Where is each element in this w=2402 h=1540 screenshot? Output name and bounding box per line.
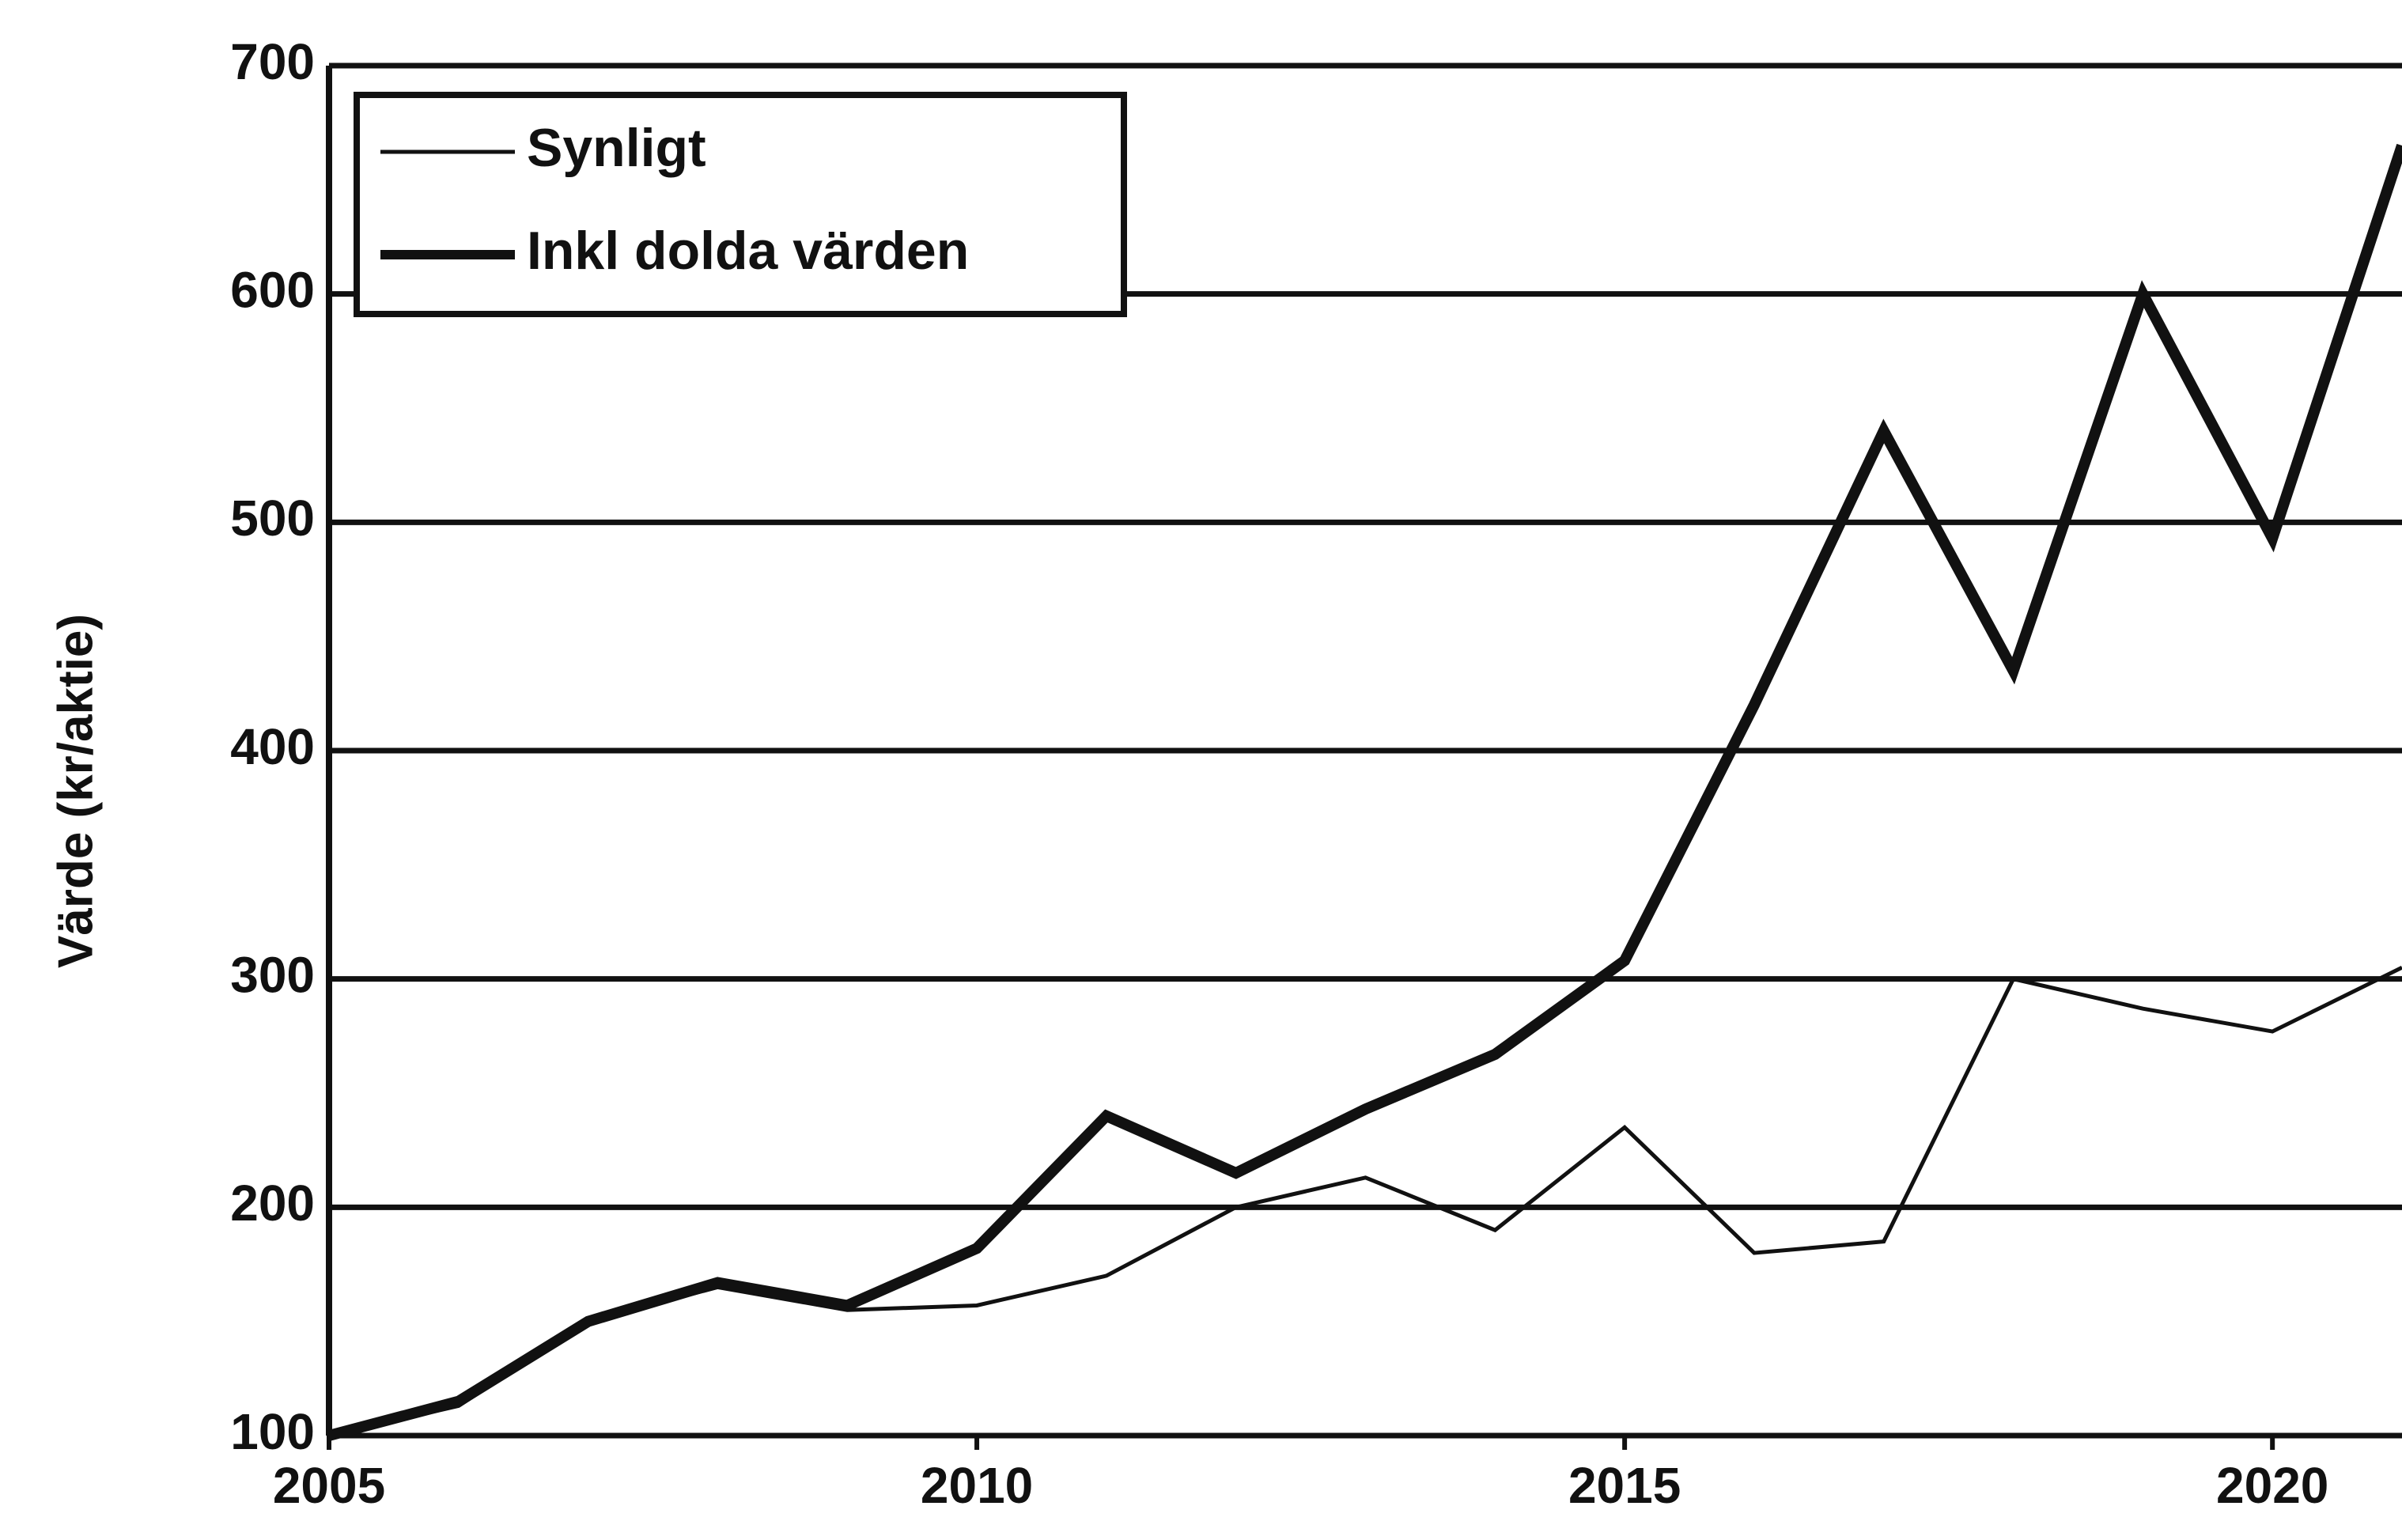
x-tick-label: 2020 bbox=[2216, 1457, 2328, 1514]
y-tick-label: 300 bbox=[230, 947, 315, 1004]
x-tick-label: 2005 bbox=[273, 1457, 385, 1514]
data-line bbox=[329, 965, 2402, 1438]
legend-label: Synligt bbox=[527, 118, 706, 178]
y-tick-label: 600 bbox=[230, 262, 315, 319]
data-line bbox=[329, 143, 2402, 1441]
x-tick-label: 2010 bbox=[921, 1457, 1033, 1514]
legend-label: Inkl dolda värden bbox=[527, 221, 969, 281]
x-tick-label: 2015 bbox=[1568, 1457, 1681, 1514]
y-tick-label: 500 bbox=[230, 490, 315, 547]
legend-box bbox=[354, 92, 1127, 317]
y-tick-label: 400 bbox=[230, 718, 315, 775]
plot-lines bbox=[329, 143, 2402, 1441]
y-tick-label: 700 bbox=[230, 33, 315, 90]
y-tick-label: 200 bbox=[230, 1175, 315, 1232]
y-tick-label: 100 bbox=[230, 1403, 315, 1460]
y-axis-label: Värde (kr/aktie) bbox=[48, 614, 103, 968]
